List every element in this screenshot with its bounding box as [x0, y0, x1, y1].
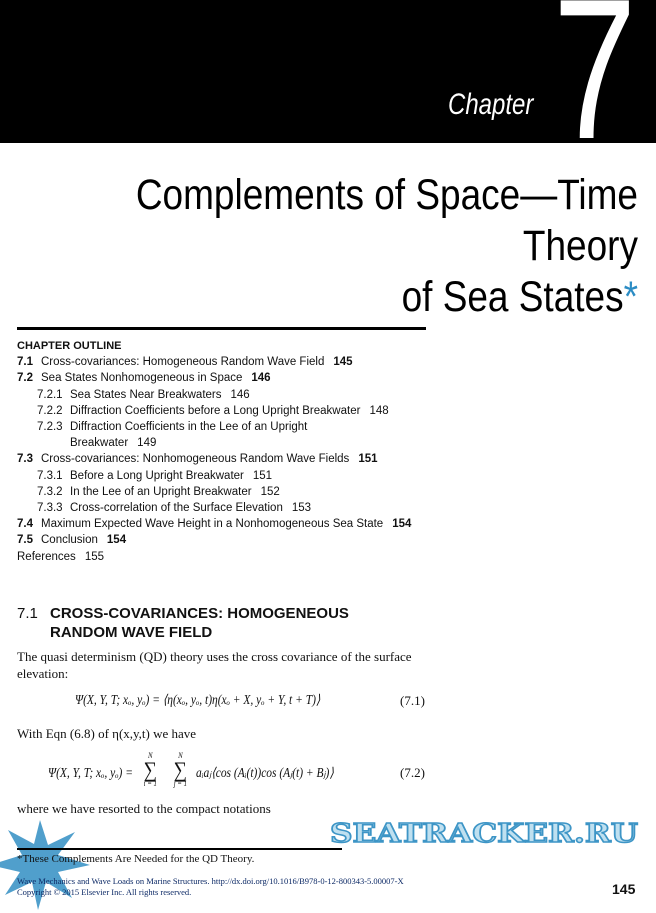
outline-item-page: 149 [137, 437, 157, 450]
outline-item-page: 153 [291, 502, 312, 515]
outline-item-page: 154 [106, 534, 127, 547]
section-title: CROSS-COVARIANCES: HOMOGENEOUS RANDOM WA… [50, 605, 349, 641]
outline-heading: CHAPTER OUTLINE [17, 340, 122, 352]
citation-doi[interactable]: Wave Mechanics and Wave Loads on Marine … [17, 876, 404, 886]
section-heading: 7.1 CROSS-COVARIANCES: HOMOGENEOUS RANDO… [17, 604, 410, 642]
outline-item-number: 7.4 [17, 518, 33, 531]
outline-item-number: 7.2.2 [37, 404, 63, 417]
outline-item[interactable]: 7.2 Sea States Nonhomogeneous in Space 146 [17, 370, 411, 386]
outline-item-number: 7.2.3 [37, 421, 63, 434]
chapter-outline: CHAPTER OUTLINE 7.1 Cross-covariances: Ho… [17, 338, 411, 565]
outline-item-page: 146 [230, 388, 250, 401]
sum-upper: N [178, 751, 183, 760]
outline-item-page: 152 [260, 485, 280, 498]
eq-lhs: Ψ(X, Y, T; xₒ, yₒ) = [48, 765, 133, 780]
outline-item[interactable]: 7.2.2 Diffraction Coefficients before a L… [17, 403, 411, 419]
outline-item-page: 151 [358, 453, 378, 466]
chapter-title: Complements of Space—Time Theory of Sea … [89, 170, 638, 323]
paragraph: where we have resorted to the compact no… [17, 801, 271, 816]
outline-item[interactable]: References 155 [17, 549, 411, 565]
equation-7-2: Ψ(X, Y, T; xₒ, yₒ) = N ∑ i = 1 N ∑ j = 1… [48, 751, 334, 788]
outline-item-text: Cross-correlation of the Surface Elevati… [70, 502, 283, 515]
outline-item-page: 151 [252, 469, 273, 482]
outline-item[interactable]: 7.3 Cross-covariances: Nonhomogeneous Ran… [17, 451, 411, 467]
footnote-marker[interactable]: * [623, 273, 638, 321]
outline-item[interactable]: 7.5 Conclusion 154 [17, 532, 411, 548]
outline-item[interactable]: 7.3.3 Cross-correlation of the Surface El… [17, 500, 411, 516]
outline-item[interactable]: 7.1 Cross-covariances: Homogeneous Random… [17, 354, 411, 370]
outline-item-page: 154 [392, 518, 412, 531]
equation-number: (7.1) [400, 693, 425, 708]
outline-item-number: 7.3 [17, 453, 33, 466]
outline-item-text: Breakwater [70, 437, 129, 450]
sum-icon: ∑ [143, 757, 157, 782]
outline-item-text: Conclusion [41, 534, 98, 547]
sum-upper: N [147, 751, 153, 760]
eq-rhs: aᵢaⱼ⟨cos (Aᵢ(t))cos (Aⱼ(t) + Bⱼ)⟩ [195, 765, 334, 780]
outline-item-text: Cross-covariances: Nonhomogeneous Random… [41, 453, 350, 466]
outline-item-text: In the Lee of an Upright Breakwater [70, 485, 252, 498]
outline-item-number: 7.3.3 [37, 502, 63, 515]
outline-item-page: 146 [251, 372, 271, 385]
outline-item-number: 7.2 [17, 372, 33, 385]
outline-item-text: Maximum Expected Wave Height in a Nonhom… [41, 518, 384, 531]
outline-rule [17, 327, 426, 330]
outline-item[interactable]: 7.3.1 Before a Long Upright Breakwater 151 [17, 468, 411, 484]
copyright: Copyright © 2015 Elsevier Inc. All right… [17, 887, 192, 897]
outline-item-continuation[interactable]: Breakwater 149 [17, 435, 411, 451]
section-number: 7.1 [17, 605, 38, 622]
watermark: SEATRACKER.RU [330, 818, 639, 846]
sum-lower: j = 1 [173, 779, 187, 788]
outline-item-number: 7.3.1 [37, 469, 63, 482]
outline-item[interactable]: 7.2.3 Diffraction Coefficients in the Lee… [17, 419, 411, 435]
paragraph: The quasi determinism (QD) theory uses t… [17, 649, 412, 681]
outline-item-number: 7.3.2 [37, 485, 63, 498]
outline-item-page: 155 [84, 550, 104, 563]
paragraph: With Eqn (6.8) of η(x,y,t) we have [17, 726, 197, 741]
outline-item-number: 7.5 [17, 534, 33, 547]
outline-item-page: 148 [369, 404, 389, 417]
outline-item[interactable]: 7.2.1 Sea States Near Breakwaters 146 [17, 387, 411, 403]
footnote: *These Complements Are Needed for the QD… [17, 853, 255, 865]
sum-lower: i = 1 [143, 779, 157, 788]
outline-item-text: Sea States Near Breakwaters [70, 388, 222, 401]
equation-7-1: Ψ(X, Y, T; xₒ, yₒ) = ⟨η(xₒ, yₒ, t)η(xₒ +… [75, 692, 321, 707]
chapter-number: 7 [553, 0, 637, 181]
watermark-text: SEATRACKER.RU [330, 819, 638, 846]
chapter-label: Chapter [448, 88, 534, 121]
outline-item[interactable]: 7.3.2 In the Lee of an Upright Breakwater… [17, 484, 411, 500]
outline-item-text: Cross-covariances: Homogeneous Random Wa… [41, 356, 325, 369]
outline-item-text: Diffraction Coefficients before a Long U… [70, 404, 361, 417]
outline-item-number: 7.1 [17, 356, 33, 369]
title-line-1: Complements of Space—Time Theory [135, 171, 638, 270]
equation-number: (7.2) [400, 765, 425, 780]
outline-item-text: Sea States Nonhomogeneous in Space [41, 372, 243, 385]
outline-item-number: 7.2.1 [37, 388, 63, 401]
footnote-rule [17, 848, 342, 850]
outline-item[interactable]: 7.4 Maximum Expected Wave Height in a Non… [17, 516, 411, 532]
title-line-2: of Sea States [401, 273, 624, 321]
outline-item-text: References [17, 550, 76, 563]
sum-icon: ∑ [173, 757, 188, 782]
page-number: 145 [612, 881, 636, 897]
outline-item-text: Before a Long Upright Breakwater [70, 469, 244, 482]
chapter-header-band [0, 0, 656, 143]
outline-item-page: 145 [333, 356, 353, 369]
outline-item-text: Diffraction Coefficients in the Lee of a… [70, 421, 308, 434]
